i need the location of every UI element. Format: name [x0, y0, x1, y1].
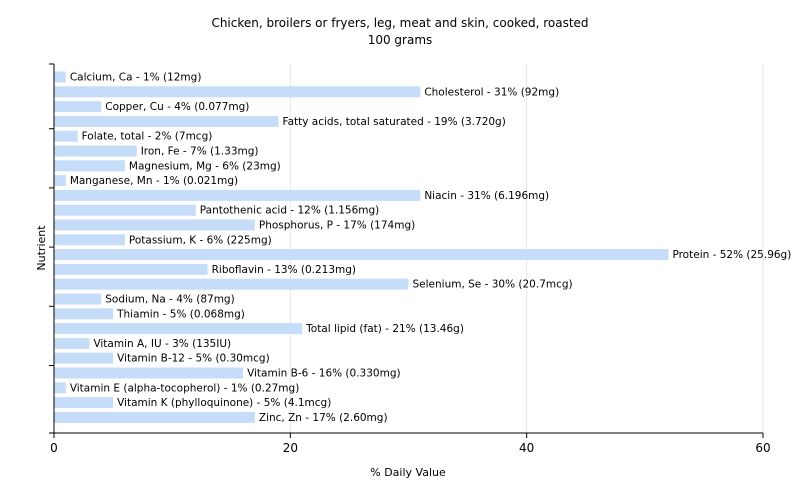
chart-title: Chicken, broilers or fryers, leg, meat a…	[211, 16, 588, 30]
bar-label-9: Pantothenic acid - 12% (1.156mg)	[200, 205, 379, 217]
bar-18	[54, 337, 90, 349]
bar-0	[54, 71, 66, 83]
x-tick-label-2: 40	[519, 441, 534, 455]
bar-label-16: Thiamin - 5% (0.068mg)	[116, 308, 245, 320]
bar-label-19: Vitamin B-12 - 5% (0.30mcg)	[117, 353, 270, 365]
bar-label-7: Manganese, Mn - 1% (0.021mg)	[70, 175, 238, 187]
bar-label-2: Copper, Cu - 4% (0.077mg)	[105, 101, 249, 113]
bar-labels: Calcium, Ca - 1% (12mg) Cholesterol - 31%…	[70, 72, 792, 424]
x-tick-label-0: 0	[50, 441, 58, 455]
bar-15	[54, 293, 102, 305]
bar-label-10: Phosphorus, P - 17% (174mg)	[259, 220, 415, 232]
bar-label-6: Magnesium, Mg - 6% (23mg)	[129, 160, 281, 172]
bar-4	[54, 130, 78, 142]
bar-21	[54, 382, 66, 394]
bar-10	[54, 219, 255, 231]
bar-17	[54, 323, 303, 335]
bar-label-11: Potassium, K - 6% (225mg)	[129, 234, 272, 246]
bar-12	[54, 249, 669, 261]
bar-19	[54, 352, 114, 364]
bar-20	[54, 367, 244, 379]
bar-22	[54, 397, 114, 409]
bar-label-22: Vitamin K (phylloquinone) - 5% (4.1mcg)	[117, 397, 331, 409]
bar-label-18: Vitamin A, IU - 3% (135IU)	[93, 338, 231, 350]
bar-7	[54, 175, 66, 187]
bar-11	[54, 234, 125, 246]
bar-label-21: Vitamin E (alpha-tocopherol) - 1% (0.27m…	[70, 382, 299, 394]
chart-subtitle: 100 grams	[368, 33, 433, 47]
bar-label-15: Sodium, Na - 4% (87mg)	[105, 294, 234, 306]
bar-label-0: Calcium, Ca - 1% (12mg)	[70, 72, 202, 84]
x-axis-label: % Daily Value	[370, 466, 446, 479]
bar-label-3: Fatty acids, total saturated - 19% (3.72…	[283, 116, 506, 128]
bar-label-17: Total lipid (fat) - 21% (13.46g)	[305, 323, 464, 335]
bar-label-5: Iron, Fe - 7% (1.33mg)	[141, 146, 259, 158]
bar-16	[54, 308, 114, 320]
bar-9	[54, 204, 196, 216]
x-tick-label-3: 60	[755, 441, 770, 455]
y-axis-ticks	[49, 63, 54, 434]
bar-23	[54, 411, 255, 423]
bars	[54, 71, 669, 423]
bar-label-20: Vitamin B-6 - 16% (0.330mg)	[247, 368, 401, 380]
bar-8	[54, 189, 421, 201]
y-axis-label: Nutrient	[35, 225, 48, 271]
bar-14	[54, 278, 409, 290]
bar-2	[54, 101, 102, 113]
gridlines	[289, 64, 764, 433]
bar-label-1: Cholesterol - 31% (92mg)	[424, 86, 559, 98]
bar-label-23: Zinc, Zn - 17% (2.60mg)	[259, 412, 388, 424]
bar-label-4: Folate, total - 2% (7mcg)	[82, 131, 213, 143]
bar-5	[54, 145, 137, 157]
bar-6	[54, 160, 125, 172]
bar-label-12: Protein - 52% (25.96g)	[672, 249, 791, 261]
x-tick-label-1: 20	[283, 441, 298, 455]
bar-3	[54, 115, 279, 127]
bar-1	[54, 86, 421, 98]
bar-label-8: Niacin - 31% (6.196mg)	[424, 190, 549, 202]
bar-13	[54, 263, 208, 275]
bar-label-13: Riboflavin - 13% (0.213mg)	[212, 264, 356, 276]
bar-label-14: Selenium, Se - 30% (20.7mcg)	[413, 279, 573, 291]
x-axis-ticks: 0 20 40 60	[50, 433, 771, 455]
